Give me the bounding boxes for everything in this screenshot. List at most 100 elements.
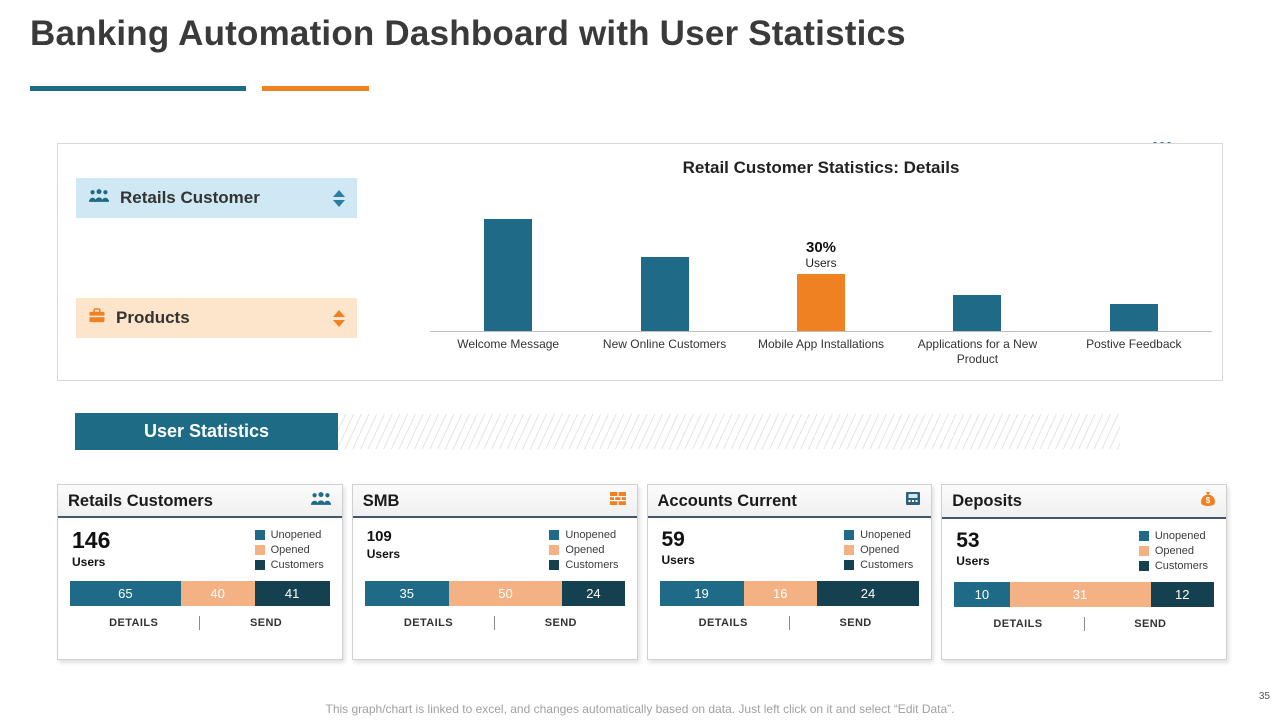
- card-accounts-current: Accounts Current 59 Users Unopened Opene: [646, 484, 933, 660]
- page-title: Banking Automation Dashboard with User S…: [30, 14, 906, 53]
- chart-column: [586, 186, 742, 331]
- card-title: Retails Customers: [68, 491, 213, 510]
- legend-label: Unopened: [1154, 530, 1206, 542]
- legend-item: Unopened: [844, 529, 913, 541]
- card-body: 109 Users Unopened Opened Customers: [353, 518, 637, 575]
- stack-segment: 19: [659, 581, 744, 606]
- details-button[interactable]: DETAILS: [698, 617, 748, 629]
- card-machine-icon: [905, 491, 921, 511]
- footer-note: This graph/chart is linked to excel, and…: [325, 702, 955, 716]
- stack-segment: 16: [743, 581, 817, 606]
- legend-label: Unopened: [565, 529, 617, 541]
- card-title: Deposits: [952, 492, 1022, 510]
- chart-column: [1056, 186, 1212, 331]
- legend-item: Customers: [254, 559, 324, 571]
- chart-category-label: Applications for a New Product: [917, 337, 1038, 366]
- users-value: 146: [72, 527, 111, 553]
- chart-category-label: New Online Customers: [602, 337, 727, 351]
- stack-segment: 50: [448, 581, 563, 606]
- users-value: 109: [366, 528, 392, 545]
- stack-segment: 40: [180, 581, 255, 606]
- customers-swatch: [1138, 561, 1149, 571]
- chart-title: Retail Customer Statistics: Details: [682, 158, 960, 177]
- divider: [788, 616, 790, 630]
- chart-bar[interactable]: [640, 257, 689, 331]
- retails-customer-filter[interactable]: Retails Customer: [76, 178, 357, 218]
- chart-category-label: Welcome Message: [457, 337, 560, 351]
- legend-item: Opened: [1138, 545, 1208, 557]
- opened-swatch: [1138, 546, 1149, 556]
- unopened-swatch: [254, 530, 265, 540]
- card-footer: DETAILS SEND: [648, 616, 932, 630]
- card-header: Retails Customers: [58, 485, 342, 518]
- chart-bar[interactable]: [797, 274, 846, 331]
- legend-item: Opened: [549, 544, 618, 556]
- card-deposits: Deposits $ 53 Users Unopened Opened: [941, 484, 1227, 660]
- legend-label: Unopened: [860, 529, 911, 541]
- people-icon: [310, 491, 332, 511]
- chart-category-label: Postive Feedback: [1086, 337, 1182, 351]
- stack-segment: 35: [364, 581, 449, 606]
- chart-bar[interactable]: [484, 219, 533, 331]
- customers-swatch: [254, 560, 265, 570]
- legend-label: Customers: [1154, 560, 1208, 572]
- chart-column: [899, 186, 1055, 331]
- sort-arrows-icon[interactable]: [333, 189, 345, 207]
- legend-item: Unopened: [1138, 530, 1208, 542]
- chart-column: [430, 186, 586, 331]
- chart-panel: Retails Customer Products Retail Custome…: [57, 143, 1223, 381]
- customers-swatch: [549, 560, 560, 570]
- stacked-bar: 65 40 41: [70, 581, 330, 606]
- money-bag-icon: $: [1200, 491, 1216, 512]
- legend-item: Opened: [254, 544, 324, 556]
- legend-item: Unopened: [254, 529, 324, 541]
- products-filter[interactable]: Products: [76, 298, 357, 338]
- legend-label: Opened: [860, 544, 900, 556]
- details-button[interactable]: DETAILS: [993, 618, 1043, 630]
- send-button[interactable]: SEND: [544, 617, 577, 629]
- card-body: 53 Users Unopened Opened Customers: [942, 519, 1226, 576]
- opened-swatch: [254, 545, 265, 555]
- title-underline-teal: [30, 86, 246, 91]
- legend-label: Customers: [565, 559, 619, 571]
- legend-item: Customers: [1138, 560, 1208, 572]
- unopened-swatch: [844, 530, 855, 540]
- legend: Unopened Opened Customers: [844, 529, 913, 571]
- card-footer: DETAILS SEND: [58, 616, 342, 630]
- stack-segment: 41: [254, 581, 330, 606]
- details-button[interactable]: DETAILS: [109, 617, 159, 629]
- chart-bar[interactable]: [953, 295, 1002, 331]
- stack-segment: 31: [1009, 582, 1151, 607]
- sort-arrows-icon[interactable]: [333, 309, 345, 327]
- opened-swatch: [844, 545, 855, 555]
- stack-segment: 24: [562, 581, 625, 606]
- chart-bar[interactable]: [1109, 304, 1158, 331]
- users-label: Users: [956, 554, 990, 568]
- send-button[interactable]: SEND: [1134, 618, 1167, 630]
- stacked-bar: 35 50 24: [364, 581, 625, 606]
- legend: Unopened Opened Customers: [549, 529, 619, 571]
- card-header: Accounts Current: [647, 485, 932, 518]
- legend-item: Unopened: [549, 529, 618, 541]
- users-label: Users: [72, 555, 106, 569]
- details-button[interactable]: DETAILS: [403, 617, 453, 629]
- send-button[interactable]: SEND: [249, 617, 283, 629]
- legend-label: Opened: [1154, 545, 1194, 557]
- card-retails-customers: Retails Customers 146 Users Unopened Ope…: [57, 484, 343, 660]
- card-title: Accounts Current: [657, 491, 797, 510]
- users-value: 59: [661, 528, 685, 551]
- legend: Unopened Opened Customers: [254, 529, 324, 571]
- legend: Unopened Opened Customers: [1138, 530, 1208, 572]
- bricks-icon: [609, 491, 627, 511]
- card-body: 59 Users Unopened Opened Customers: [648, 518, 932, 575]
- card-title: SMB: [362, 491, 400, 510]
- send-button[interactable]: SEND: [839, 617, 872, 629]
- stacked-bar: 19 16 24: [659, 581, 920, 606]
- card-header: Deposits $: [942, 485, 1226, 519]
- legend-label: Customers: [860, 559, 914, 571]
- user-statistics-banner: User Statistics: [75, 413, 338, 450]
- chart-plot: 30% Users: [430, 186, 1212, 332]
- page-number: 35: [1258, 691, 1270, 702]
- title-underline-orange: [262, 86, 369, 91]
